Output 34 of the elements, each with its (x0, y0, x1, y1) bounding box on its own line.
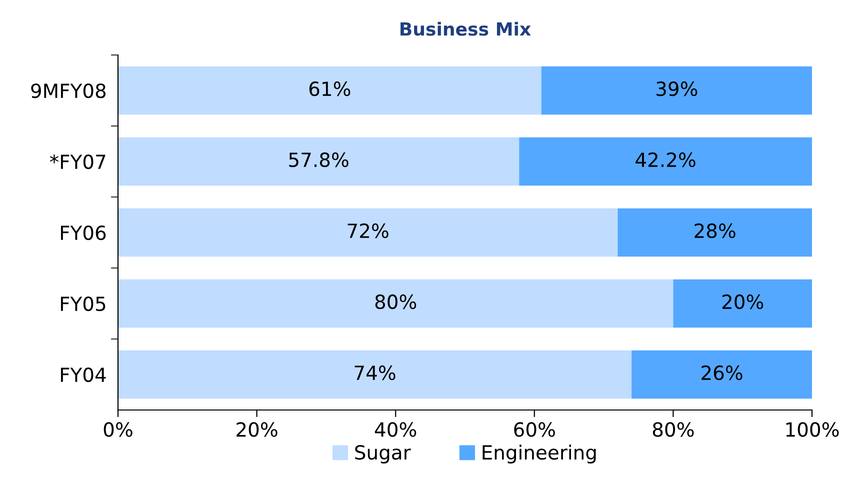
x-tick-label: 20% (236, 422, 278, 437)
bar (618, 208, 812, 257)
data-label: 80% (375, 294, 416, 310)
legend-label: Engineering (482, 444, 596, 464)
x-tick-label: 60% (514, 422, 555, 437)
bar (118, 66, 542, 115)
data-label: 42.2% (636, 152, 696, 168)
data-label: 74% (354, 365, 396, 380)
data-label: 39% (656, 81, 698, 96)
legend-label: Sugar (355, 445, 411, 464)
data-label: 26% (702, 365, 742, 380)
data-label: 57.8% (289, 152, 348, 168)
bar (673, 279, 812, 328)
y-tick-label: FY04 (60, 367, 106, 382)
data-label: 20% (722, 294, 764, 310)
data-label: 28% (694, 223, 736, 238)
data-label: 61% (309, 81, 350, 96)
bar (118, 350, 632, 399)
x-tick-label: 0% (104, 422, 132, 437)
bar (632, 350, 812, 399)
data-label: 72% (348, 223, 388, 238)
y-tick-label: 9MFY08 (31, 83, 106, 98)
bar (519, 137, 812, 186)
y-tick-label: FY06 (60, 225, 106, 240)
bar (118, 208, 618, 257)
x-tick-label: 40% (374, 422, 416, 437)
bar (118, 137, 520, 186)
y-tick-label: *FY07 (50, 154, 106, 170)
x-tick-label: 80% (652, 422, 694, 437)
x-tick-label: 100% (786, 422, 839, 437)
bar (118, 279, 674, 328)
chart-title: Business Mix (400, 22, 531, 36)
y-tick-label: FY05 (60, 296, 106, 312)
bar (541, 66, 812, 115)
